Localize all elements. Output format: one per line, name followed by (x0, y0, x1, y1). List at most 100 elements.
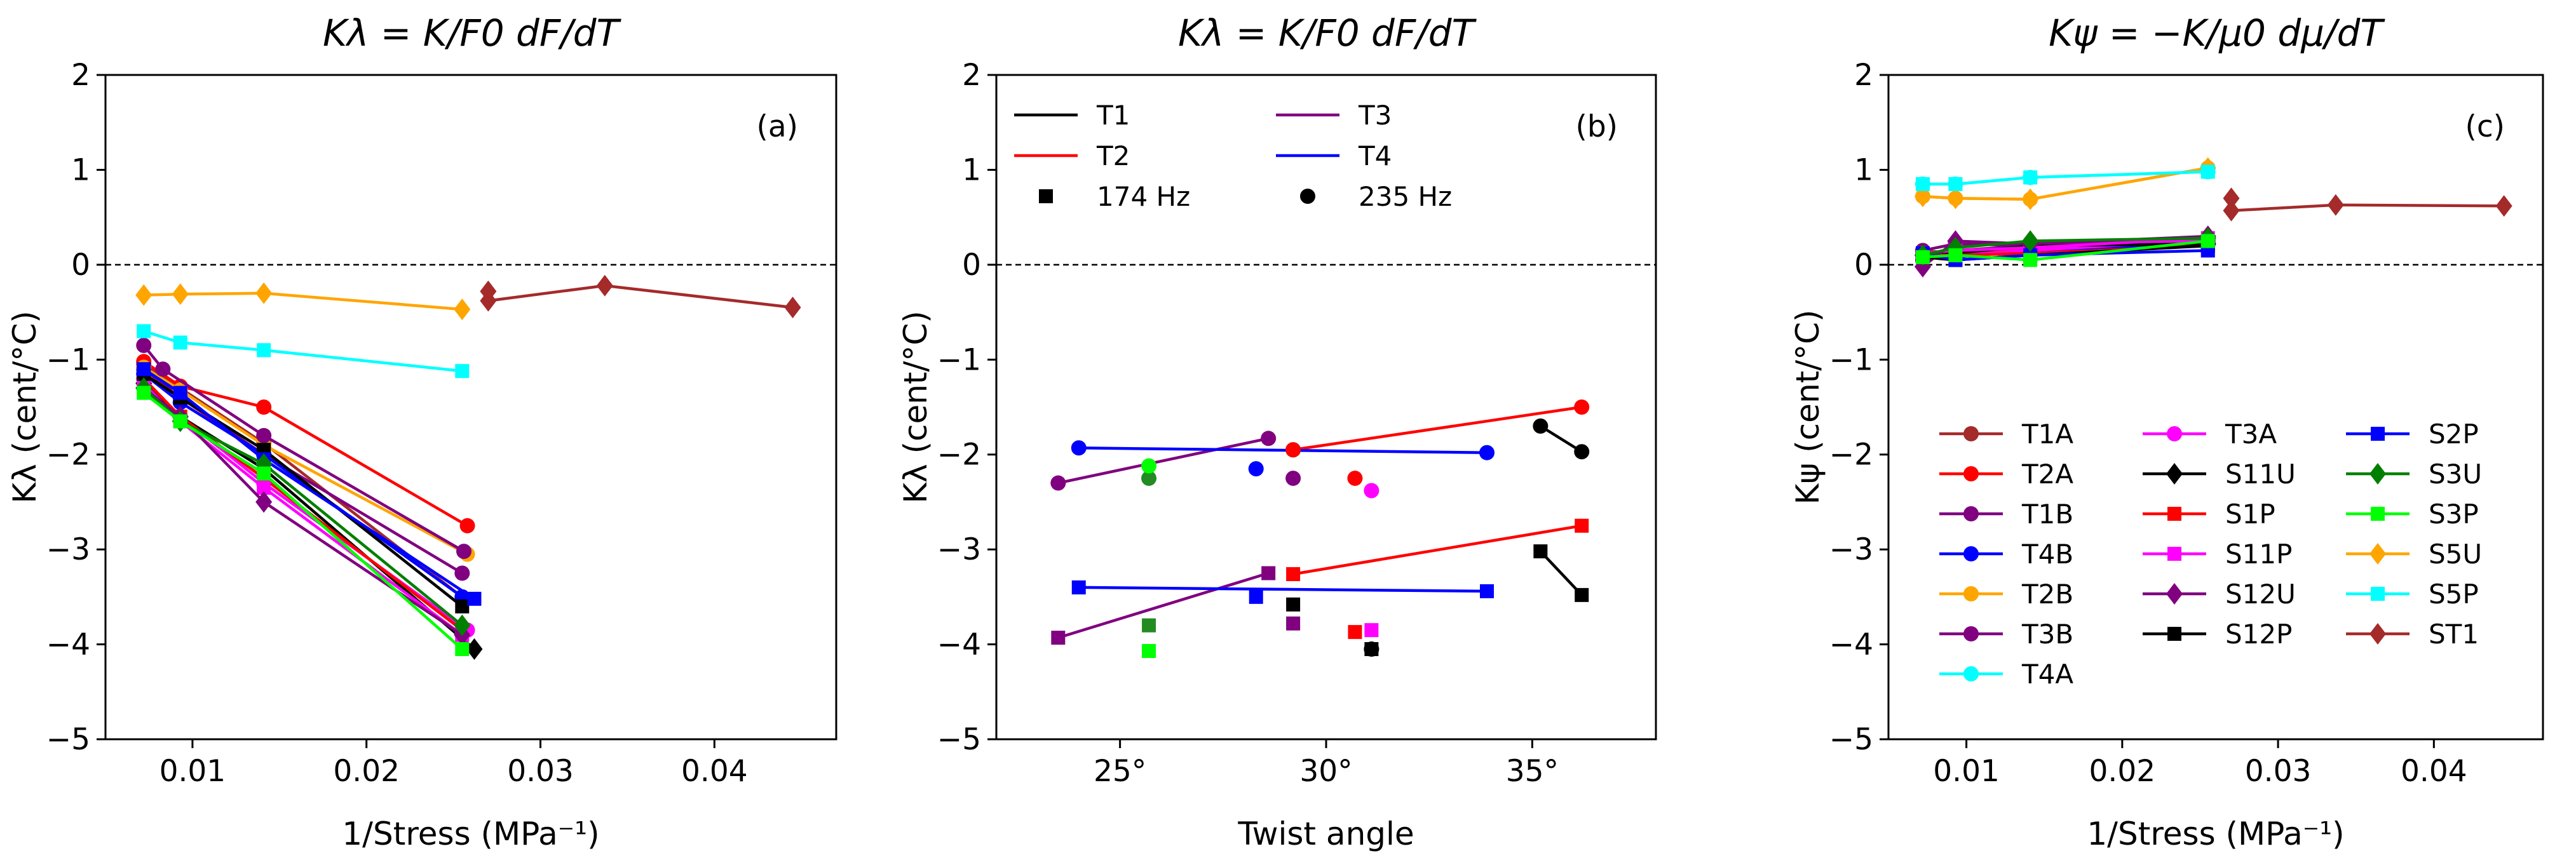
data-point-s2p (467, 591, 482, 606)
data-point-t2 (1347, 471, 1363, 486)
x-tick-label: 0.03 (507, 754, 574, 789)
y-tick-label: 2 (1854, 58, 1873, 93)
data-point-t3b (456, 544, 472, 560)
data-point-t3b (256, 427, 272, 443)
data-point-s11p (257, 481, 271, 495)
series-line-s3u (142, 387, 463, 627)
legend-label: T2A (2021, 459, 2073, 490)
data-point-t3a (1364, 623, 1379, 638)
data-point-t2 (1575, 518, 1589, 533)
axes-frame (995, 74, 1657, 741)
data-point-t2 (1574, 399, 1590, 415)
y-tick-label: −2 (46, 438, 90, 473)
trend-line-t2 (1292, 524, 1582, 576)
data-point-t1 (1575, 587, 1589, 602)
legend-label: S12U (2225, 579, 2296, 610)
legend-marker-t4a (1963, 666, 1979, 681)
y-axis-label: Kλ (cent/°C) (897, 311, 934, 504)
data-point-s3u-twist (1142, 618, 1156, 633)
legend-label: S5P (2429, 579, 2479, 610)
legend-label: 174 Hz (1097, 181, 1190, 212)
data-point-t3 (1050, 475, 1066, 491)
legend-marker-s5p (2371, 587, 2385, 601)
data-point-st1 (596, 274, 613, 297)
data-point-st1 (2495, 195, 2512, 217)
x-tick-label: 35° (1506, 754, 1559, 789)
legend-label: T4 (1358, 140, 1392, 171)
legend-marker-st1 (2369, 623, 2386, 645)
data-point-t1 (1364, 642, 1379, 657)
data-point-st1 (2327, 194, 2344, 216)
panel-label: (a) (757, 109, 798, 144)
data-point-s5p (257, 343, 271, 358)
y-tick-label: −5 (937, 722, 981, 757)
data-point-s3p (1948, 248, 1963, 262)
legend-label: S3P (2429, 499, 2479, 530)
x-tick-label: 0.02 (2089, 754, 2156, 789)
chart-title: Kψ = −K/μ0 dμ/dT (2049, 11, 2385, 55)
legend-label: T3B (2021, 619, 2073, 650)
legend: T1A T2A T1B T4B T2B T3B T4A T3A S11U S1P S11P S12U S… (1939, 419, 2482, 690)
data-point-s3p (137, 386, 151, 400)
chart-panel-3: Kψ = −K/μ0 dμ/dT −5 −4 −3 −2 −1 0 1 2 0.01 0.02 0.0… (1789, 11, 2544, 852)
data-point-s3u (2022, 230, 2039, 252)
legend-marker-s11p (2167, 547, 2181, 561)
data-point-s2p (173, 386, 187, 400)
y-tick-label: 0 (1854, 248, 1873, 283)
data-point-s5p (1948, 177, 1963, 191)
legend-label: T1A (2021, 419, 2073, 450)
x-tick-label: 30° (1299, 754, 1352, 789)
series-line-s12p (143, 372, 463, 608)
data-point-t4 (1249, 589, 1263, 604)
series-line-t1b (142, 368, 463, 575)
legend-marker-s12u (2166, 583, 2183, 605)
data-point-s5p (1915, 177, 1930, 191)
chart-panel-1: Kλ = K/F0 dF/dT −5 −4 −3 −2 −1 0 1 2 0.01 0.02 0.03… (6, 11, 837, 852)
series-line-t2b (143, 366, 468, 556)
panel-label: (c) (2465, 109, 2505, 144)
data-point-st1 (480, 290, 497, 312)
legend-swatch-circle (1300, 189, 1315, 204)
legend-label: T4B (2021, 539, 2073, 570)
data-point-t3b (136, 337, 152, 353)
y-tick-label: −1 (1829, 342, 1873, 377)
y-tick-label: 2 (962, 58, 981, 93)
y-tick-label: −3 (1829, 532, 1873, 567)
y-tick-label: −4 (46, 627, 90, 662)
y-tick-label: −1 (937, 342, 981, 377)
data-point-s11u (466, 638, 483, 660)
data-point-t1 (1533, 544, 1548, 559)
data-point-t3 (1261, 566, 1276, 580)
legend-label: T2B (2021, 579, 2073, 610)
legend-label: S3U (2429, 459, 2482, 490)
y-tick-label: 1 (962, 152, 981, 187)
y-tick-label: −4 (1829, 627, 1873, 662)
y-tick-label: −5 (46, 722, 90, 757)
legend-label: ST1 (2429, 619, 2479, 650)
data-point-s3p (2023, 253, 2038, 267)
legend-swatch-square (1039, 189, 1053, 203)
data-point-t3 (1261, 431, 1277, 446)
data-point-t3 (1051, 631, 1066, 645)
legend-label: S1P (2225, 499, 2275, 530)
legend-label: T1B (2021, 499, 2073, 530)
data-point-t2 (1285, 442, 1301, 458)
series-line-s2p (143, 368, 475, 600)
data-point-s2p (137, 362, 151, 377)
data-point-t2a (256, 399, 272, 415)
series-line-s3u (1922, 236, 2208, 257)
data-point-t1 (1533, 418, 1549, 434)
data-point-s3p (257, 466, 271, 481)
data-point-s5p (137, 324, 151, 339)
legend: T1 T3 T2 T4 174 Hz 235 Hz (1014, 100, 1452, 212)
legend-label: S2P (2429, 419, 2479, 450)
data-point-s5p (2023, 170, 2038, 185)
trend-line-t1 (1539, 550, 1583, 596)
data-point-t1 (1286, 597, 1301, 612)
series-line-s5p (1922, 170, 2208, 186)
data-point-st1 (784, 297, 801, 319)
data-point-t4 (1071, 440, 1087, 456)
data-point-t2a (459, 518, 475, 533)
data-point-s5u (255, 282, 273, 304)
